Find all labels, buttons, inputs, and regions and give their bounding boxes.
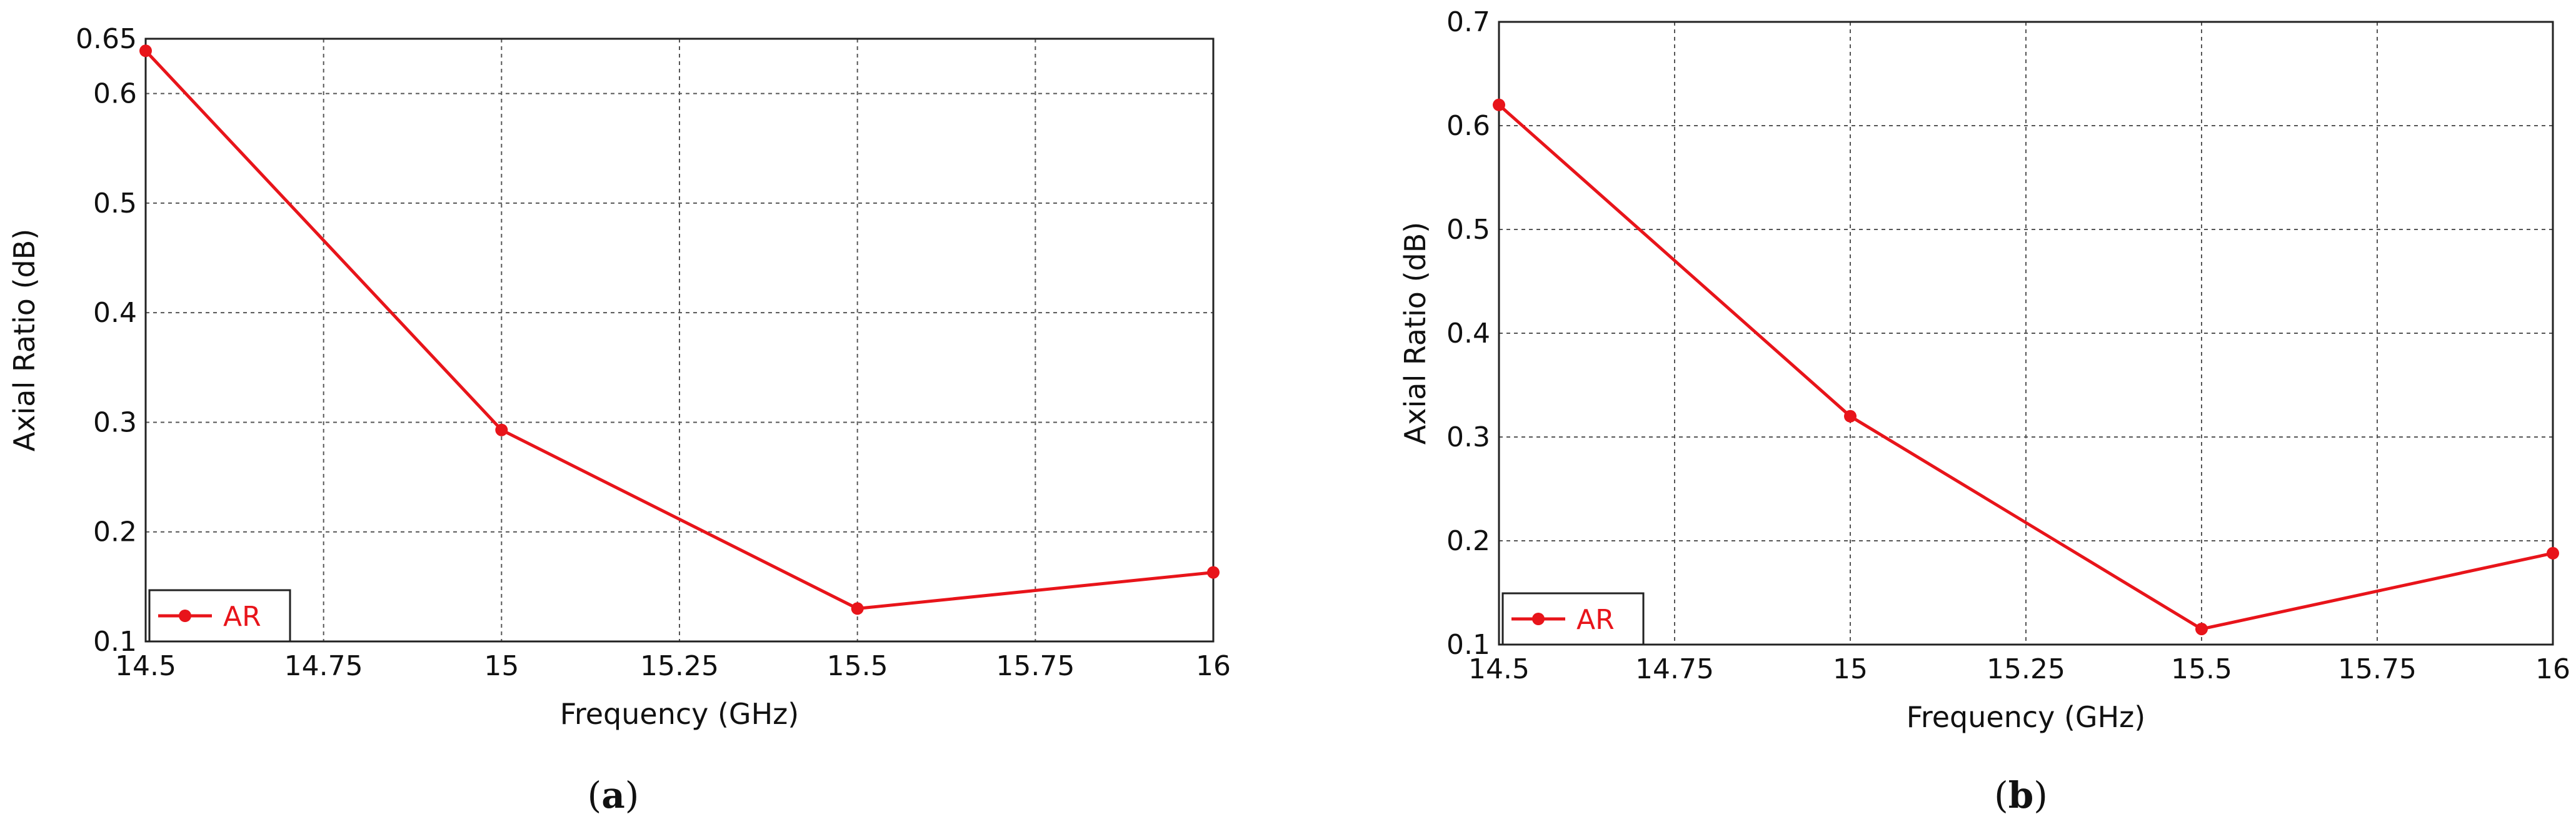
series-line [144, 49, 1214, 610]
x-tick-label: 15 [484, 650, 519, 682]
y-tick-label: 0.6 [93, 78, 137, 110]
data-point [1207, 566, 1220, 579]
y-tick-label: 0.2 [93, 516, 137, 548]
caption-open-paren: ( [1994, 774, 2008, 816]
legend-marker [179, 610, 191, 622]
x-axis-label: Frequency (GHz) [560, 697, 799, 731]
x-tick-label: 15.75 [2338, 653, 2417, 685]
data-point [1493, 98, 1505, 111]
data-point [495, 423, 508, 436]
panel-caption: (b) [1994, 774, 2048, 816]
x-tick-label: 16 [2535, 653, 2570, 685]
data-point [139, 44, 152, 58]
legend-marker [1532, 613, 1545, 625]
legend: AR [148, 589, 291, 643]
x-tick-label: 14.75 [1635, 653, 1714, 685]
y-tick-label: 0.6 [1446, 110, 1490, 142]
chart-panel-b: 14.5 14.75 15 15.25 15.5 15.75 16 0.1 0.2 0.3 0.4 0… [1398, 6, 2570, 816]
x-tick-label: 14.75 [284, 650, 363, 682]
y-axis-label: Axial Ratio (dB) [1398, 222, 1432, 445]
x-tick-label: 15 [1833, 653, 1868, 685]
legend: AR [1501, 592, 1645, 646]
y-tick-label: 0.5 [93, 188, 137, 219]
panel-caption: (a) [588, 774, 639, 816]
y-tick-label: 0.5 [1446, 214, 1490, 246]
x-axis-label: Frequency (GHz) [1907, 700, 2146, 734]
data-point [2547, 546, 2559, 560]
y-tick-label: 0.1 [93, 626, 137, 658]
x-tick-label: 14.5 [115, 650, 176, 682]
x-tick-label: 15.5 [827, 650, 888, 682]
series-line [1498, 103, 2553, 631]
caption-close-paren: ) [2033, 774, 2048, 816]
legend-label: AR [1576, 604, 1615, 636]
data-point [2195, 623, 2208, 636]
y-tick-label: 0.4 [93, 297, 137, 329]
x-tick-label: 15.25 [1987, 653, 2065, 685]
y-axis-label: Axial Ratio (dB) [8, 229, 41, 451]
x-tick-label: 15.5 [2171, 653, 2232, 685]
chart-panel-a: 14.5 14.75 15 15.25 15.5 15.75 16 0.1 0.2 0.3 0.4 0… [8, 23, 1231, 816]
caption-open-paren: ( [588, 774, 602, 816]
y-tick-label: 0.65 [76, 23, 137, 55]
x-tick-label: 16 [1196, 650, 1231, 682]
y-tick-label: 0.1 [1446, 629, 1490, 661]
y-tick-label: 0.3 [1446, 421, 1490, 453]
data-point [851, 602, 864, 615]
y-tick-label: 0.3 [93, 406, 137, 438]
x-tick-label: 15.75 [996, 650, 1075, 682]
caption-close-paren: ) [625, 774, 639, 816]
plot-frame [1498, 21, 2554, 646]
y-tick-label: 0.4 [1446, 318, 1490, 349]
legend-label: AR [223, 601, 261, 633]
caption-letter: b [2008, 774, 2034, 816]
grid-lines [146, 39, 1213, 641]
data-point [1844, 409, 1857, 423]
grid-lines [1499, 22, 2553, 645]
caption-letter: a [601, 774, 625, 816]
y-tick-label: 0.7 [1446, 6, 1490, 38]
plot-frame [144, 38, 1215, 643]
y-tick-label: 0.2 [1446, 525, 1490, 557]
x-tick-label: 14.5 [1468, 653, 1530, 685]
x-tick-label: 15.25 [640, 650, 719, 682]
